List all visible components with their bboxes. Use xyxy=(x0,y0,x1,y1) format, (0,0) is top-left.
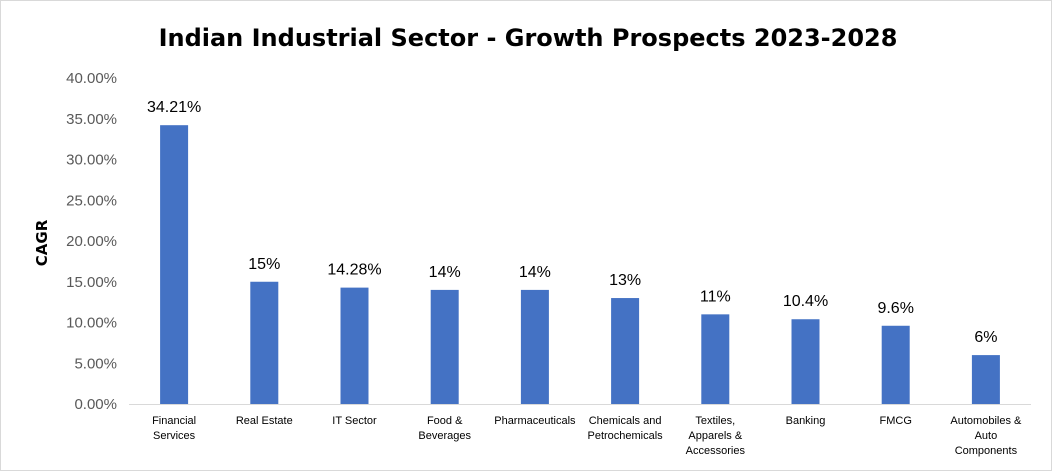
data-label: 14.28% xyxy=(327,262,381,279)
x-tick-label-line: Auto xyxy=(975,430,998,442)
data-labels: 34.21% 15% 14.28% 14% 14% 13% 11% 10.4% 9.6% 6% xyxy=(147,99,997,346)
y-tick-label: 25.00% xyxy=(66,192,117,209)
x-tick-label-line: Food & xyxy=(427,415,463,427)
x-tick-label: Chemicals and Petrochemicals xyxy=(587,415,663,442)
bar xyxy=(430,289,459,404)
data-label: 11% xyxy=(700,288,731,305)
y-tick-label: 5.00% xyxy=(74,355,117,372)
x-tick-label-line: Chemicals and xyxy=(589,415,662,427)
x-tick-label-line: Textiles, xyxy=(695,415,735,427)
bar xyxy=(971,355,1000,404)
x-tick-label: Banking xyxy=(786,415,826,427)
data-label: 15% xyxy=(248,256,280,273)
bar xyxy=(611,298,640,404)
data-label: 34.21% xyxy=(147,99,201,116)
chart-title: Indian Industrial Sector - Growth Prospe… xyxy=(159,24,898,52)
x-tick-label-line: Banking xyxy=(786,415,826,427)
y-tick-label: 0.00% xyxy=(74,396,117,413)
x-tick-label-line: Financial xyxy=(152,415,196,427)
x-tick-label: IT Sector xyxy=(332,415,377,427)
data-label: 9.6% xyxy=(877,300,913,317)
bar xyxy=(340,287,369,404)
data-label: 6% xyxy=(974,329,997,346)
x-tick-label: Real Estate xyxy=(236,415,293,427)
x-tick-label: Textiles, Apparels & Accessories xyxy=(686,415,746,457)
bar xyxy=(250,281,279,404)
x-tick-label-line: Accessories xyxy=(686,445,746,457)
x-tick-label: Food & Beverages xyxy=(418,415,471,442)
data-label: 14% xyxy=(519,264,551,281)
y-tick-label: 40.00% xyxy=(66,70,117,87)
y-axis-label: CAGR xyxy=(33,219,51,266)
x-tick-label-line: IT Sector xyxy=(332,415,377,427)
y-tick-label: 30.00% xyxy=(66,152,117,169)
y-tick-label: 35.00% xyxy=(66,111,117,128)
x-axis-ticks: Financial Services Real Estate IT Sector Foo… xyxy=(152,415,1022,457)
bar xyxy=(701,314,730,404)
x-tick-label-line: Services xyxy=(153,430,196,442)
x-tick-label-line: Beverages xyxy=(418,430,471,442)
y-tick-label: 20.00% xyxy=(66,233,117,250)
y-tick-label: 10.00% xyxy=(66,315,117,332)
y-axis-ticks: 0.00% 5.00% 10.00% 15.00% 20.00% 25.00% 30.00%… xyxy=(66,70,117,413)
bar xyxy=(881,325,910,404)
bars xyxy=(160,125,1000,404)
x-tick-label-line: Real Estate xyxy=(236,415,293,427)
x-tick-label-line: Automobiles & xyxy=(950,415,1022,427)
x-tick-label-line: FMCG xyxy=(880,415,912,427)
y-tick-label: 15.00% xyxy=(66,274,117,291)
data-label: 13% xyxy=(609,272,641,289)
x-tick-label: Financial Services xyxy=(152,415,196,442)
x-tick-label: FMCG xyxy=(880,415,912,427)
bar xyxy=(160,125,189,404)
data-label: 10.4% xyxy=(783,293,828,310)
bar xyxy=(520,289,549,404)
bar xyxy=(791,319,820,404)
x-tick-label-line: Pharmaceuticals xyxy=(494,415,576,427)
x-tick-label-line: Apparels & xyxy=(688,430,742,442)
data-label: 14% xyxy=(429,264,461,281)
x-tick-label: Pharmaceuticals xyxy=(494,415,576,427)
x-tick-label-line: Components xyxy=(955,445,1018,457)
x-tick-label-line: Petrochemicals xyxy=(587,430,663,442)
x-tick-label: Automobiles & Auto Components xyxy=(950,415,1022,457)
